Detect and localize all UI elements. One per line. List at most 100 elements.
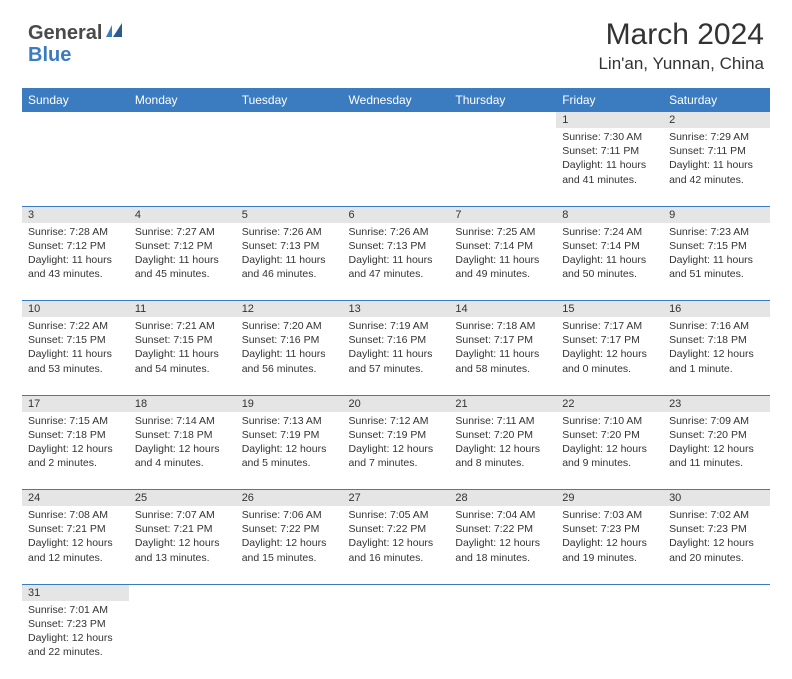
day-number: 9: [663, 206, 770, 223]
day-details: Sunrise: 7:11 AMSunset: 7:20 PMDaylight:…: [449, 412, 556, 475]
day-number: [663, 584, 770, 601]
day-number: [236, 584, 343, 601]
day-details: Sunrise: 7:09 AMSunset: 7:20 PMDaylight:…: [663, 412, 770, 475]
day-details: Sunrise: 7:18 AMSunset: 7:17 PMDaylight:…: [449, 317, 556, 380]
day-header: Friday: [556, 88, 663, 112]
day-cell: Sunrise: 7:06 AMSunset: 7:22 PMDaylight:…: [236, 506, 343, 584]
day-details: Sunrise: 7:24 AMSunset: 7:14 PMDaylight:…: [556, 223, 663, 286]
day-cell: Sunrise: 7:22 AMSunset: 7:15 PMDaylight:…: [22, 317, 129, 395]
day-details: Sunrise: 7:23 AMSunset: 7:15 PMDaylight:…: [663, 223, 770, 286]
day-cell: Sunrise: 7:08 AMSunset: 7:21 PMDaylight:…: [22, 506, 129, 584]
day-cell: Sunrise: 7:30 AMSunset: 7:11 PMDaylight:…: [556, 128, 663, 206]
logo: General: [28, 22, 130, 45]
day-number: 17: [22, 395, 129, 412]
day-details: Sunrise: 7:16 AMSunset: 7:18 PMDaylight:…: [663, 317, 770, 380]
day-cell: Sunrise: 7:15 AMSunset: 7:18 PMDaylight:…: [22, 412, 129, 490]
day-details: Sunrise: 7:08 AMSunset: 7:21 PMDaylight:…: [22, 506, 129, 569]
day-number: 16: [663, 301, 770, 318]
day-cell: Sunrise: 7:12 AMSunset: 7:19 PMDaylight:…: [343, 412, 450, 490]
day-details: Sunrise: 7:22 AMSunset: 7:15 PMDaylight:…: [22, 317, 129, 380]
day-details: Sunrise: 7:21 AMSunset: 7:15 PMDaylight:…: [129, 317, 236, 380]
day-cell: Sunrise: 7:24 AMSunset: 7:14 PMDaylight:…: [556, 223, 663, 301]
day-number: 26: [236, 490, 343, 507]
day-number: 3: [22, 206, 129, 223]
day-number: 27: [343, 490, 450, 507]
day-details: Sunrise: 7:10 AMSunset: 7:20 PMDaylight:…: [556, 412, 663, 475]
day-number: 4: [129, 206, 236, 223]
day-number: [129, 112, 236, 128]
day-data-row: Sunrise: 7:22 AMSunset: 7:15 PMDaylight:…: [22, 317, 770, 395]
day-header: Sunday: [22, 88, 129, 112]
day-cell: Sunrise: 7:29 AMSunset: 7:11 PMDaylight:…: [663, 128, 770, 206]
day-number-row: 3456789: [22, 206, 770, 223]
day-details: Sunrise: 7:13 AMSunset: 7:19 PMDaylight:…: [236, 412, 343, 475]
day-number: [449, 584, 556, 601]
day-details: Sunrise: 7:20 AMSunset: 7:16 PMDaylight:…: [236, 317, 343, 380]
day-cell: Sunrise: 7:26 AMSunset: 7:13 PMDaylight:…: [236, 223, 343, 301]
day-number: 31: [22, 584, 129, 601]
day-details: Sunrise: 7:05 AMSunset: 7:22 PMDaylight:…: [343, 506, 450, 569]
day-header: Thursday: [449, 88, 556, 112]
day-details: Sunrise: 7:26 AMSunset: 7:13 PMDaylight:…: [236, 223, 343, 286]
day-number: 10: [22, 301, 129, 318]
day-cell: [449, 128, 556, 206]
day-details: Sunrise: 7:27 AMSunset: 7:12 PMDaylight:…: [129, 223, 236, 286]
day-number: 1: [556, 112, 663, 128]
day-number: 2: [663, 112, 770, 128]
title-block: March 2024 Lin'an, Yunnan, China: [598, 18, 764, 74]
day-number: 14: [449, 301, 556, 318]
day-cell: [129, 601, 236, 679]
month-title: March 2024: [598, 18, 764, 52]
day-cell: Sunrise: 7:14 AMSunset: 7:18 PMDaylight:…: [129, 412, 236, 490]
day-cell: [343, 601, 450, 679]
day-number: 6: [343, 206, 450, 223]
day-details: Sunrise: 7:17 AMSunset: 7:17 PMDaylight:…: [556, 317, 663, 380]
day-cell: [449, 601, 556, 679]
day-data-row: Sunrise: 7:30 AMSunset: 7:11 PMDaylight:…: [22, 128, 770, 206]
day-details: Sunrise: 7:29 AMSunset: 7:11 PMDaylight:…: [663, 128, 770, 191]
header: General March 2024 Lin'an, Yunnan, China: [0, 0, 792, 82]
day-data-row: Sunrise: 7:01 AMSunset: 7:23 PMDaylight:…: [22, 601, 770, 679]
day-number-row: 17181920212223: [22, 395, 770, 412]
day-number: 12: [236, 301, 343, 318]
flag-icon: [106, 23, 128, 44]
day-number-row: 31: [22, 584, 770, 601]
day-number-row: 24252627282930: [22, 490, 770, 507]
day-cell: Sunrise: 7:04 AMSunset: 7:22 PMDaylight:…: [449, 506, 556, 584]
day-cell: Sunrise: 7:20 AMSunset: 7:16 PMDaylight:…: [236, 317, 343, 395]
day-number: [22, 112, 129, 128]
day-number: [343, 112, 450, 128]
day-cell: [663, 601, 770, 679]
day-cell: Sunrise: 7:09 AMSunset: 7:20 PMDaylight:…: [663, 412, 770, 490]
day-cell: Sunrise: 7:23 AMSunset: 7:15 PMDaylight:…: [663, 223, 770, 301]
day-cell: [556, 601, 663, 679]
day-data-row: Sunrise: 7:15 AMSunset: 7:18 PMDaylight:…: [22, 412, 770, 490]
day-number: 23: [663, 395, 770, 412]
day-details: Sunrise: 7:02 AMSunset: 7:23 PMDaylight:…: [663, 506, 770, 569]
day-header: Tuesday: [236, 88, 343, 112]
day-cell: Sunrise: 7:02 AMSunset: 7:23 PMDaylight:…: [663, 506, 770, 584]
day-number: [236, 112, 343, 128]
day-header: Monday: [129, 88, 236, 112]
day-cell: Sunrise: 7:03 AMSunset: 7:23 PMDaylight:…: [556, 506, 663, 584]
day-details: Sunrise: 7:15 AMSunset: 7:18 PMDaylight:…: [22, 412, 129, 475]
day-cell: Sunrise: 7:25 AMSunset: 7:14 PMDaylight:…: [449, 223, 556, 301]
day-cell: Sunrise: 7:26 AMSunset: 7:13 PMDaylight:…: [343, 223, 450, 301]
day-number: 30: [663, 490, 770, 507]
day-number: 18: [129, 395, 236, 412]
day-header: Wednesday: [343, 88, 450, 112]
calendar-table: SundayMondayTuesdayWednesdayThursdayFrid…: [22, 88, 770, 679]
logo-text-general: General: [28, 22, 102, 45]
day-cell: Sunrise: 7:16 AMSunset: 7:18 PMDaylight:…: [663, 317, 770, 395]
location: Lin'an, Yunnan, China: [598, 54, 764, 74]
day-cell: Sunrise: 7:01 AMSunset: 7:23 PMDaylight:…: [22, 601, 129, 679]
day-number-row: 10111213141516: [22, 301, 770, 318]
day-details: Sunrise: 7:12 AMSunset: 7:19 PMDaylight:…: [343, 412, 450, 475]
day-cell: Sunrise: 7:05 AMSunset: 7:22 PMDaylight:…: [343, 506, 450, 584]
day-details: Sunrise: 7:06 AMSunset: 7:22 PMDaylight:…: [236, 506, 343, 569]
day-number: 24: [22, 490, 129, 507]
day-cell: [236, 601, 343, 679]
day-details: Sunrise: 7:14 AMSunset: 7:18 PMDaylight:…: [129, 412, 236, 475]
day-cell: Sunrise: 7:28 AMSunset: 7:12 PMDaylight:…: [22, 223, 129, 301]
day-header-row: SundayMondayTuesdayWednesdayThursdayFrid…: [22, 88, 770, 112]
